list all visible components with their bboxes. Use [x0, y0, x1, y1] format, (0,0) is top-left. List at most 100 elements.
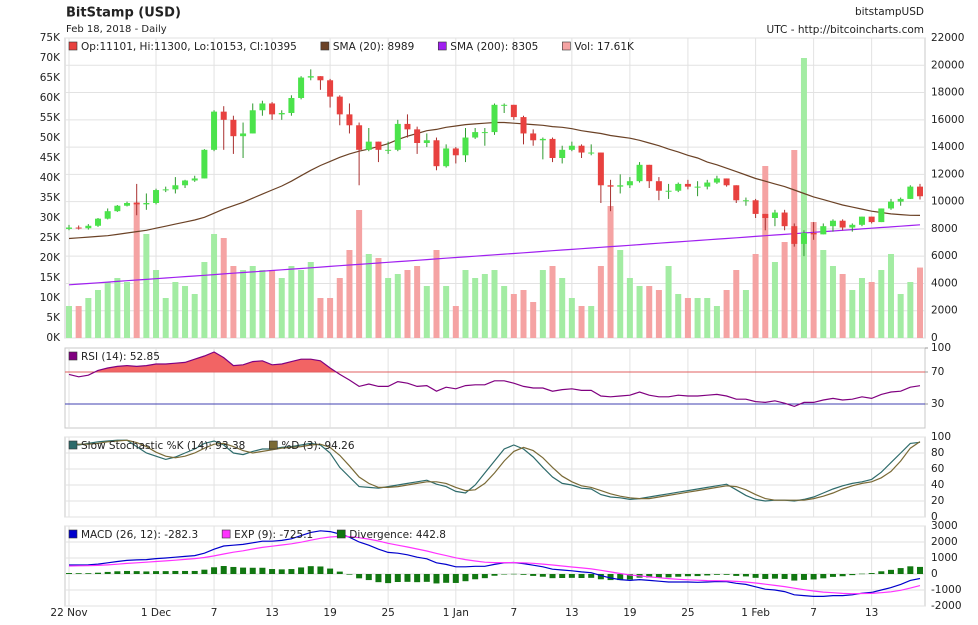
x-tick-label: 1 Jan [443, 607, 469, 619]
divergence-bar [530, 574, 537, 576]
volume-bar [907, 282, 914, 338]
panel-frame [64, 436, 926, 518]
divergence-bar [752, 574, 759, 578]
candle-body [481, 132, 488, 134]
volume-bar [588, 306, 595, 338]
candle-body [66, 227, 72, 229]
panel-frame [64, 347, 926, 429]
y2-tick-label: 30K [40, 212, 61, 224]
y2-tick-label: 60K [40, 92, 61, 104]
divergence-bar [230, 566, 237, 574]
divergence-bar [327, 568, 334, 574]
volume-bar [646, 286, 653, 338]
volume-bar [626, 278, 633, 338]
candle-body [240, 133, 247, 137]
candle-body [327, 80, 334, 97]
divergence-bar [259, 567, 266, 574]
volume-bar [559, 278, 566, 338]
y-tick-label: 0 [931, 511, 938, 523]
volume-bar [481, 274, 488, 338]
divergence-bar [810, 574, 817, 580]
legend-swatch [437, 41, 447, 51]
x-tick-label: 7 [510, 607, 517, 619]
candle-body [75, 227, 82, 229]
candle-body [153, 190, 160, 203]
volume-bar [849, 290, 856, 338]
x-tick-label: 25 [381, 607, 394, 619]
candle-body [617, 185, 624, 187]
volume-bar [839, 274, 846, 338]
volume-bar [336, 278, 343, 338]
divergence-bar [365, 574, 372, 581]
volume-bar [104, 282, 111, 338]
divergence-bar [820, 574, 827, 579]
candle-body [578, 145, 585, 153]
y2-tick-label: 15K [40, 272, 61, 284]
divergence-bar [133, 571, 140, 574]
volume-bar [713, 306, 720, 338]
divergence-bar [104, 571, 111, 574]
volume-bar [829, 266, 836, 338]
divergence-bar [191, 570, 198, 574]
volume-bar [182, 286, 189, 338]
divergence-bar [143, 571, 150, 574]
x-tick-label: 13 [265, 607, 278, 619]
candle-body [307, 76, 314, 78]
volume-bar [423, 286, 430, 338]
candle-body [220, 111, 227, 120]
divergence-bar [211, 567, 218, 574]
candle-body [278, 113, 285, 115]
candle-body [752, 200, 759, 214]
volume-bar [143, 234, 150, 338]
candle-body [762, 213, 769, 218]
legend-label: RSI (14): 52.85 [81, 351, 160, 363]
volume-bar [414, 266, 421, 338]
y2-tick-label: 10K [40, 292, 61, 304]
candle-body [684, 183, 691, 187]
candle-body [104, 211, 111, 219]
candle-body [143, 203, 150, 205]
volume-bar [201, 262, 208, 338]
y-tick-label: 30 [931, 398, 944, 410]
divergence-bar [423, 574, 430, 582]
candle-body [539, 138, 546, 141]
divergence-bar [249, 567, 256, 574]
volume-bar [810, 222, 817, 338]
divergence-bar [742, 574, 749, 577]
divergence-bar [617, 574, 624, 581]
candle-body [559, 149, 566, 158]
y-tick-label: -1000 [931, 584, 962, 596]
y-tick-label: 4000 [931, 277, 958, 289]
candle-body [858, 216, 865, 225]
divergence-bar [95, 572, 102, 574]
candle-body [336, 96, 343, 115]
candle-body [549, 138, 556, 158]
divergence-bar [839, 574, 846, 577]
legend-swatch [68, 41, 78, 51]
volume-bar [694, 298, 701, 338]
volume-bar [655, 290, 662, 338]
volume-bar [259, 270, 266, 338]
legend-swatch [68, 351, 78, 361]
y-tick-label: 60 [931, 463, 944, 475]
volume-bar [298, 270, 305, 338]
divergence-bar [665, 574, 672, 578]
chart-title: BitStamp (USD) [66, 6, 181, 21]
volume-bar [868, 282, 875, 338]
volume-bar [858, 278, 865, 338]
candle-body [820, 226, 827, 235]
divergence-bar [675, 574, 682, 577]
volume-bar [162, 298, 169, 338]
volume-bar [249, 266, 256, 338]
candle-body [423, 140, 430, 143]
legend-label: MACD (26, 12): -282.3 [81, 529, 198, 541]
volume-bar [317, 298, 324, 338]
x-tick-label: 7 [810, 607, 817, 619]
divergence-bar [800, 574, 807, 580]
divergence-bar [781, 574, 788, 579]
y2-tick-label: 55K [40, 112, 61, 124]
y-tick-label: 6000 [931, 250, 958, 262]
candle-body [733, 185, 740, 201]
volume-bar [887, 254, 894, 338]
